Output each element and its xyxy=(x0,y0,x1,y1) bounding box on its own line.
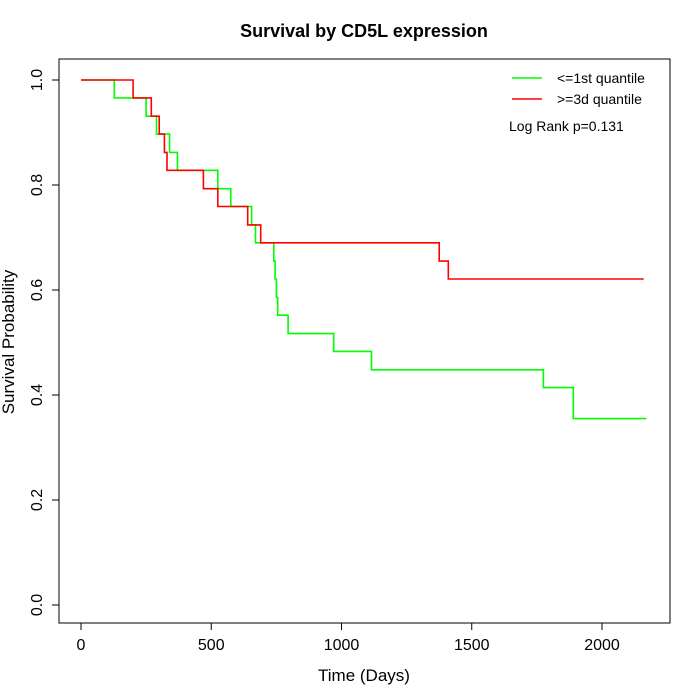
series-layer xyxy=(81,79,647,420)
y-axis: 0.0 0.2 0.4 0.6 0.8 1.0 xyxy=(29,69,60,616)
y-tick-label: 1.0 xyxy=(29,69,46,91)
y-tick-label: 0.0 xyxy=(29,594,46,616)
x-tick-label: 1000 xyxy=(324,637,360,654)
log-rank-annotation: Log Rank p=0.131 xyxy=(509,118,624,134)
chart-title: Survival by CD5L expression xyxy=(240,21,488,41)
y-tick-label: 0.6 xyxy=(29,279,46,301)
legend-label-high-quantile: >=3d quantile xyxy=(557,91,642,107)
y-tick-label: 0.2 xyxy=(29,489,46,511)
x-axis: 0 500 1000 1500 2000 xyxy=(77,622,620,654)
x-tick-label: 1500 xyxy=(454,637,490,654)
x-tick-label: 500 xyxy=(198,637,225,654)
legend-label-low-quantile: <=1st quantile xyxy=(557,70,645,86)
y-tick-label: 0.4 xyxy=(29,384,46,406)
x-tick-label: 0 xyxy=(77,637,86,654)
x-axis-label: Time (Days) xyxy=(318,666,410,685)
y-axis-label: Survival Probability xyxy=(0,269,18,414)
plot-frame xyxy=(58,58,671,624)
legend: <=1st quantile >=3d quantile xyxy=(512,70,645,107)
series-line-high-quantile xyxy=(81,79,644,280)
x-tick-label: 2000 xyxy=(584,637,620,654)
y-tick-label: 0.8 xyxy=(29,174,46,196)
